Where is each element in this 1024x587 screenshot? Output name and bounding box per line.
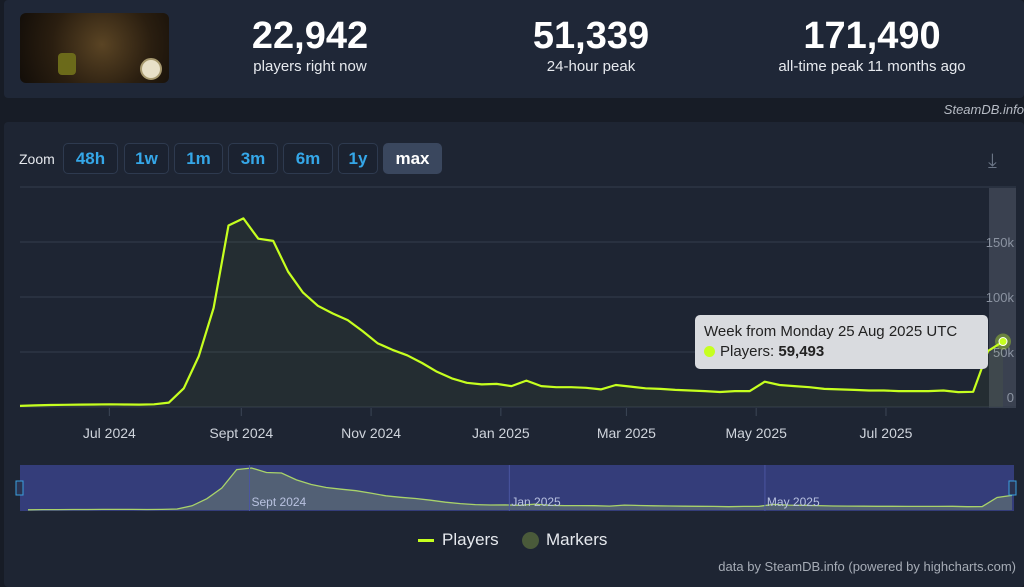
current-players-value: 22,942 — [251, 15, 369, 57]
game-thumbnail[interactable] — [20, 13, 169, 83]
y-tick-label: 50k — [993, 345, 1014, 360]
hovered-point — [998, 337, 1008, 347]
tooltip-title: Week from Monday 25 Aug 2025 UTC — [704, 323, 958, 340]
y-tick-label: 150k — [986, 235, 1015, 250]
stats-header — [4, 0, 1024, 98]
zoom-label: Zoom — [19, 151, 55, 167]
x-tick-label: May 2025 — [725, 425, 787, 441]
stat-24h-peak: 51,339 24-hour peak — [461, 14, 721, 76]
navigator-label: May 2025 — [767, 495, 820, 509]
zoom-1m-button[interactable]: 1m — [174, 143, 223, 174]
tooltip: Week from Monday 25 Aug 2025 UTC Players… — [695, 315, 988, 369]
emblem-icon — [140, 58, 162, 80]
zoom-1w-button[interactable]: 1w — [124, 143, 169, 174]
y-tick-label: 0 — [1007, 390, 1014, 405]
players-area — [20, 218, 1003, 407]
tooltip-value: 59,493 — [778, 343, 825, 360]
series-dot-icon — [704, 346, 715, 357]
x-tick-label: Jul 2025 — [860, 425, 913, 441]
legend-players[interactable]: Players — [418, 530, 499, 550]
circle-icon — [522, 531, 539, 549]
stat-all-time-peak: 171,490 all-time peak 11 months ago — [742, 14, 1002, 76]
navigator-label: Jan 2025 — [511, 495, 561, 509]
peak-24h-value: 51,339 — [532, 15, 650, 57]
navigator-background — [20, 465, 1014, 511]
all-time-peak-value: 171,490 — [803, 15, 941, 57]
peak-24h-label: 24-hour peak — [546, 58, 636, 75]
x-tick-label: Mar 2025 — [597, 425, 656, 441]
legend-markers[interactable]: Markers — [522, 530, 607, 550]
download-icon[interactable]: ⤓ — [988, 150, 997, 172]
x-tick-label: Jan 2025 — [472, 425, 530, 441]
hover-band — [989, 188, 1016, 408]
zoom-max-button[interactable]: max — [383, 143, 442, 174]
stat-current: 22,942 players right now — [180, 14, 440, 76]
navigator-line — [27, 467, 1013, 511]
zoom-1y-button[interactable]: 1y — [338, 143, 378, 174]
all-time-peak-label: all-time peak 11 months ago — [778, 58, 966, 75]
navigator-area — [28, 468, 1012, 510]
current-players-label: players right now — [253, 58, 367, 75]
x-tick-label: Sept 2024 — [209, 425, 273, 441]
footer-credit[interactable]: data by SteamDB.info (powered by highcha… — [718, 559, 1016, 574]
navigator-handle-right[interactable] — [1008, 480, 1017, 496]
line-icon — [418, 538, 434, 542]
steamdb-credit[interactable]: SteamDB.info — [943, 102, 1024, 117]
navigator-label: Sept 2024 — [252, 495, 307, 509]
legend-markers-label: Markers — [546, 530, 608, 549]
tooltip-series-label: Players: — [720, 343, 775, 360]
x-tick-label: Jul 2024 — [83, 425, 136, 441]
navigator-handle-left[interactable] — [15, 480, 24, 496]
zoom-48h-button[interactable]: 48h — [63, 143, 118, 174]
zoom-6m-button[interactable]: 6m — [283, 143, 333, 174]
zoom-3m-button[interactable]: 3m — [228, 143, 278, 174]
legend-players-label: Players — [442, 530, 499, 549]
y-tick-label: 100k — [986, 290, 1015, 305]
x-tick-label: Nov 2024 — [341, 425, 401, 441]
players-line — [19, 217, 1004, 407]
